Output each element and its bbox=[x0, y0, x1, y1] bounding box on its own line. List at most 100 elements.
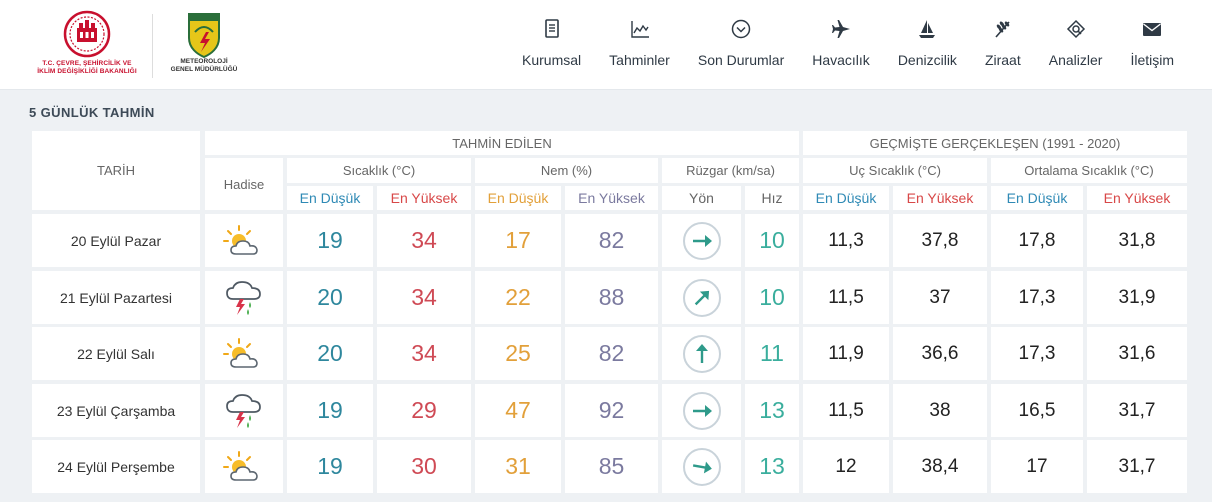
temp-low-value: 19 bbox=[317, 397, 343, 423]
sicaklik-label: Sıcaklık (°C) bbox=[342, 163, 416, 178]
humidity-high-value: 92 bbox=[598, 397, 625, 423]
temp-low-cell: 20 bbox=[287, 327, 373, 380]
wind-compass bbox=[682, 391, 721, 430]
date-cell: 21 Eylül Pazartesi bbox=[32, 271, 200, 324]
subheader-temp-low: En Düşük bbox=[287, 186, 373, 210]
wind-speed-value: 10 bbox=[759, 227, 785, 253]
temp-low-value: 20 bbox=[317, 340, 343, 366]
wind-speed-cell: 13 bbox=[745, 384, 799, 437]
extreme-high-cell: 38 bbox=[893, 384, 987, 437]
wind-arrow-icon bbox=[692, 404, 712, 417]
average-low-cell: 17,3 bbox=[991, 327, 1083, 380]
hadise-label: Hadise bbox=[223, 176, 265, 192]
subheader-ortalama: Ortalama Sıcaklık (°C) bbox=[991, 158, 1187, 183]
extreme-low-cell: 11,5 bbox=[803, 271, 889, 324]
temp-low-value: 20 bbox=[317, 284, 343, 310]
humidity-low-value: 47 bbox=[505, 397, 531, 423]
wind-direction-cell bbox=[662, 384, 741, 437]
wind-speed-cell: 10 bbox=[745, 271, 799, 324]
ministry-name-line2: İKLİM DEĞİŞİKLİĞİ BAKANLIĞI bbox=[37, 68, 137, 75]
humidity-low-cell: 17 bbox=[475, 214, 561, 267]
extreme-low-cell: 11,3 bbox=[803, 214, 889, 267]
nav-item-denizcilik[interactable]: Denizcilik bbox=[884, 18, 971, 74]
wind-speed-value: 13 bbox=[759, 397, 785, 423]
subheader-ext-high: En Yüksek bbox=[893, 186, 987, 210]
average-high-value: 31,9 bbox=[1118, 286, 1156, 308]
en-dusuk-label: En Düşük bbox=[1006, 190, 1068, 206]
extreme-high-value: 38 bbox=[929, 399, 951, 421]
temp-high-value: 34 bbox=[411, 340, 437, 366]
ministry-logo[interactable]: T.C. ÇEVRE, ŞEHİRCİLİK VE İKLİM DEĞİŞİKL… bbox=[28, 10, 146, 86]
nav-label: Tahminler bbox=[609, 52, 670, 68]
ortalama-label: Ortalama Sıcaklık (°C) bbox=[1024, 163, 1154, 178]
temp-low-cell: 20 bbox=[287, 271, 373, 324]
date-value: 22 Eylül Salı bbox=[77, 345, 155, 362]
wind-direction-cell bbox=[662, 214, 741, 267]
nav-label: Son Durumlar bbox=[697, 52, 785, 68]
wind-compass bbox=[682, 334, 721, 373]
tarih-label: TARİH bbox=[96, 163, 136, 178]
subheader-hum-high: En Yüksek bbox=[565, 186, 658, 210]
extreme-high-cell: 36,6 bbox=[893, 327, 987, 380]
partly-cloudy-icon bbox=[223, 450, 258, 481]
uc-label: Uç Sıcaklık (°C) bbox=[849, 163, 941, 178]
date-value: 20 Eylül Pazar bbox=[70, 232, 162, 249]
wind-arrow-icon bbox=[695, 343, 708, 363]
subheader-avg-high: En Yüksek bbox=[1087, 186, 1187, 210]
nav-item-ziraat[interactable]: Ziraat bbox=[971, 18, 1035, 74]
nav-item-analizler[interactable]: Analizler bbox=[1035, 18, 1117, 74]
average-low-cell: 17 bbox=[991, 440, 1083, 493]
humidity-high-value: 82 bbox=[598, 340, 625, 366]
temp-low-value: 19 bbox=[317, 453, 343, 479]
extreme-low-value: 11,5 bbox=[828, 286, 864, 308]
extreme-low-cell: 12 bbox=[803, 440, 889, 493]
extreme-low-cell: 11,5 bbox=[803, 384, 889, 437]
subheader-hum-low: En Düşük bbox=[475, 186, 561, 210]
nav-label: Analizler bbox=[1048, 52, 1103, 68]
mgm-logo[interactable]: METEOROLOJİ GENEL MÜDÜRLÜĞÜ bbox=[163, 12, 245, 84]
wind-arrow-icon bbox=[692, 234, 712, 247]
partly-cloudy-icon bbox=[223, 224, 258, 255]
date-cell: 24 Eylül Perşembe bbox=[32, 440, 200, 493]
average-low-cell: 17,3 bbox=[991, 271, 1083, 324]
humidity-low-value: 17 bbox=[505, 227, 531, 253]
date-value: 21 Eylül Pazartesi bbox=[59, 289, 173, 306]
wind-arrow-icon bbox=[692, 461, 712, 473]
humidity-high-cell: 82 bbox=[565, 214, 658, 267]
wind-arrow-icon bbox=[694, 290, 709, 305]
extreme-low-value: 11,3 bbox=[828, 229, 864, 251]
nav-item-son-durumlar[interactable]: Son Durumlar bbox=[684, 18, 798, 74]
event-cell bbox=[205, 440, 283, 493]
date-value: 24 Eylül Perşembe bbox=[57, 458, 175, 475]
chevron-circle-icon bbox=[731, 19, 751, 39]
average-high-value: 31,7 bbox=[1118, 399, 1156, 421]
average-low-value: 17,3 bbox=[1018, 342, 1056, 364]
forecast-section: 5 GÜNLÜK TAHMİN TARİH Hadise TAHMİN EDİL… bbox=[0, 90, 1212, 502]
ministry-seal-icon bbox=[63, 10, 111, 58]
date-cell: 22 Eylül Salı bbox=[32, 327, 200, 380]
average-low-value: 17,8 bbox=[1018, 229, 1056, 251]
nav-item-tahminler[interactable]: Tahminler bbox=[595, 18, 684, 74]
subheader-temp-high: En Yüksek bbox=[377, 186, 471, 210]
mgm-name-line1: METEOROLOJİ bbox=[180, 58, 228, 65]
sailboat-icon bbox=[919, 20, 936, 38]
col-header-tarih: TARİH bbox=[32, 131, 200, 210]
extreme-low-cell: 11,9 bbox=[803, 327, 889, 380]
extreme-high-cell: 38,4 bbox=[893, 440, 987, 493]
humidity-low-cell: 31 bbox=[475, 440, 561, 493]
wind-direction-cell bbox=[662, 327, 741, 380]
nav-item-iletisim[interactable]: İletişim bbox=[1116, 18, 1188, 74]
temp-high-cell: 34 bbox=[377, 327, 471, 380]
average-high-cell: 31,6 bbox=[1087, 327, 1187, 380]
temp-high-cell: 34 bbox=[377, 271, 471, 324]
partly-cloudy-icon bbox=[223, 337, 258, 368]
nav-label: Denizcilik bbox=[897, 52, 957, 68]
nav-item-kurumsal[interactable]: Kurumsal bbox=[508, 18, 595, 74]
nem-label: Nem (%) bbox=[540, 163, 593, 178]
thunderstorm-icon bbox=[226, 393, 261, 428]
mgm-shield-icon bbox=[188, 13, 220, 58]
nav-item-havacilik[interactable]: Havacılık bbox=[798, 18, 884, 74]
thunderstorm-icon bbox=[226, 280, 261, 315]
extreme-low-value: 11,5 bbox=[828, 399, 864, 421]
subheader-wind-speed: Hız bbox=[745, 186, 799, 210]
